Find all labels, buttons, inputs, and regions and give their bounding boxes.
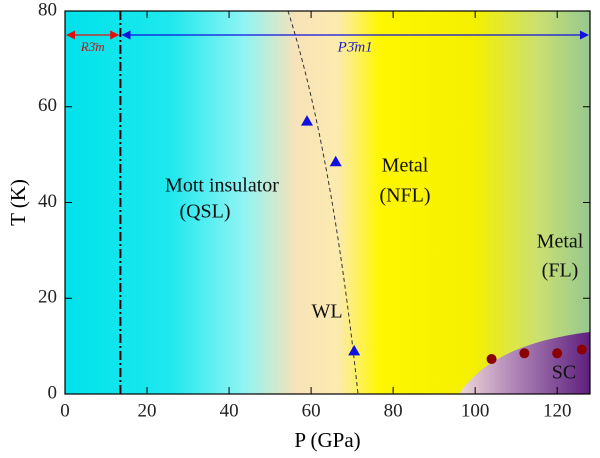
- y-tick-label: 60: [38, 95, 57, 116]
- annotation: Metal: [537, 231, 584, 253]
- circle-point: [486, 354, 497, 365]
- x-tick-label: 80: [384, 400, 403, 421]
- triangle-point: [348, 344, 361, 356]
- annotation: (QSL): [179, 201, 230, 223]
- phase-label: P3̄m1: [337, 39, 373, 55]
- phase-label: R3̄m: [80, 39, 105, 54]
- y-tick-label: 40: [38, 191, 57, 212]
- triangle-point: [300, 115, 313, 126]
- x-tick-label: 100: [461, 400, 490, 421]
- annotation: (FL): [542, 260, 579, 282]
- annotation: Mott insulator: [165, 175, 279, 197]
- circle-point: [552, 348, 563, 359]
- y-tick-label: 20: [38, 287, 57, 308]
- triangle-point: [329, 155, 342, 167]
- annotation: Metal: [382, 155, 429, 177]
- plot-frame: [64, 10, 591, 395]
- x-tick-label: 20: [138, 400, 157, 421]
- x-tick-label: 120: [543, 400, 572, 421]
- x-tick-label: 40: [220, 400, 239, 421]
- circle-point: [576, 344, 587, 355]
- y-axis-label: T (K): [6, 179, 30, 226]
- x-tick-label: 60: [302, 400, 321, 421]
- annotation: WL: [311, 301, 342, 323]
- annotation: (NFL): [379, 185, 430, 207]
- crossover-line: [287, 10, 359, 395]
- circle-point: [519, 348, 530, 359]
- plot-background: [65, 11, 590, 394]
- x-tick-label: 0: [60, 400, 70, 421]
- annotation: SC: [552, 362, 576, 384]
- sc-region: [459, 332, 590, 394]
- y-tick-label: 80: [38, 0, 57, 20]
- y-tick-label: 0: [48, 382, 58, 403]
- x-axis-label: P (GPa): [294, 428, 360, 452]
